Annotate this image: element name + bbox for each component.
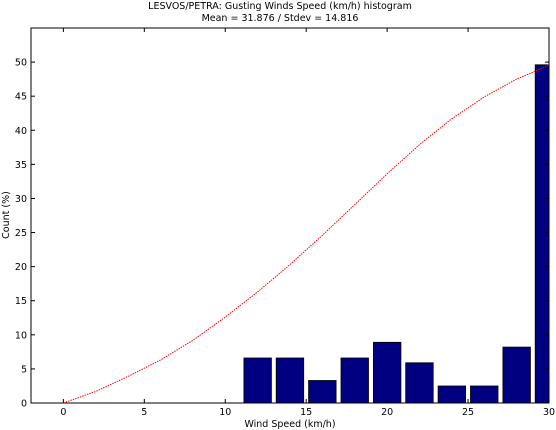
histogram-bar bbox=[405, 362, 434, 404]
histogram-bar bbox=[340, 357, 369, 404]
chart-subtitle: Mean = 31.876 / Stdev = 14.816 bbox=[202, 13, 359, 24]
y-tick-label: 50 bbox=[15, 58, 27, 69]
x-tick-label: 20 bbox=[381, 407, 393, 418]
y-axis-label: Count (%) bbox=[1, 191, 12, 239]
cumulative-curve-line bbox=[63, 64, 550, 404]
bars bbox=[243, 64, 550, 404]
histogram-bar bbox=[502, 346, 531, 404]
y-axis-ticks: 0 5 10 15 20 25 30 35 40 45 50 bbox=[15, 58, 549, 410]
histogram-bar bbox=[308, 380, 337, 404]
y-tick-label: 30 bbox=[15, 194, 27, 205]
x-tick-label: 10 bbox=[219, 407, 231, 418]
x-axis-ticks: 0 5 10 15 20 25 30 bbox=[60, 28, 555, 418]
plot-area bbox=[30, 27, 550, 404]
histogram-bar bbox=[534, 64, 550, 404]
y-tick-label: 10 bbox=[15, 330, 27, 341]
y-tick-label: 25 bbox=[15, 228, 27, 239]
cumulative-curve bbox=[63, 64, 550, 404]
y-tick-label: 20 bbox=[15, 262, 27, 273]
histogram-bar bbox=[372, 341, 402, 404]
x-tick-label: 5 bbox=[141, 407, 147, 418]
y-tick-label: 35 bbox=[15, 160, 27, 171]
y-tick-label: 15 bbox=[15, 296, 27, 307]
x-axis-label: Wind Speed (km/h) bbox=[244, 419, 335, 430]
x-tick-label: 0 bbox=[60, 407, 66, 418]
chart-title: LESVOS/PETRA: Gusting Winds Speed (km/h)… bbox=[148, 1, 412, 12]
x-tick-label: 30 bbox=[543, 407, 555, 418]
x-tick-label: 25 bbox=[462, 407, 474, 418]
histogram-bar bbox=[470, 385, 499, 404]
histogram-bar bbox=[437, 385, 467, 404]
y-tick-label: 45 bbox=[15, 92, 27, 103]
histogram-bar bbox=[243, 357, 272, 404]
y-tick-label: 40 bbox=[15, 126, 27, 137]
y-tick-label: 5 bbox=[21, 364, 27, 375]
histogram-bar bbox=[275, 357, 305, 404]
y-tick-label: 0 bbox=[21, 399, 27, 410]
x-tick-label: 15 bbox=[300, 407, 312, 418]
